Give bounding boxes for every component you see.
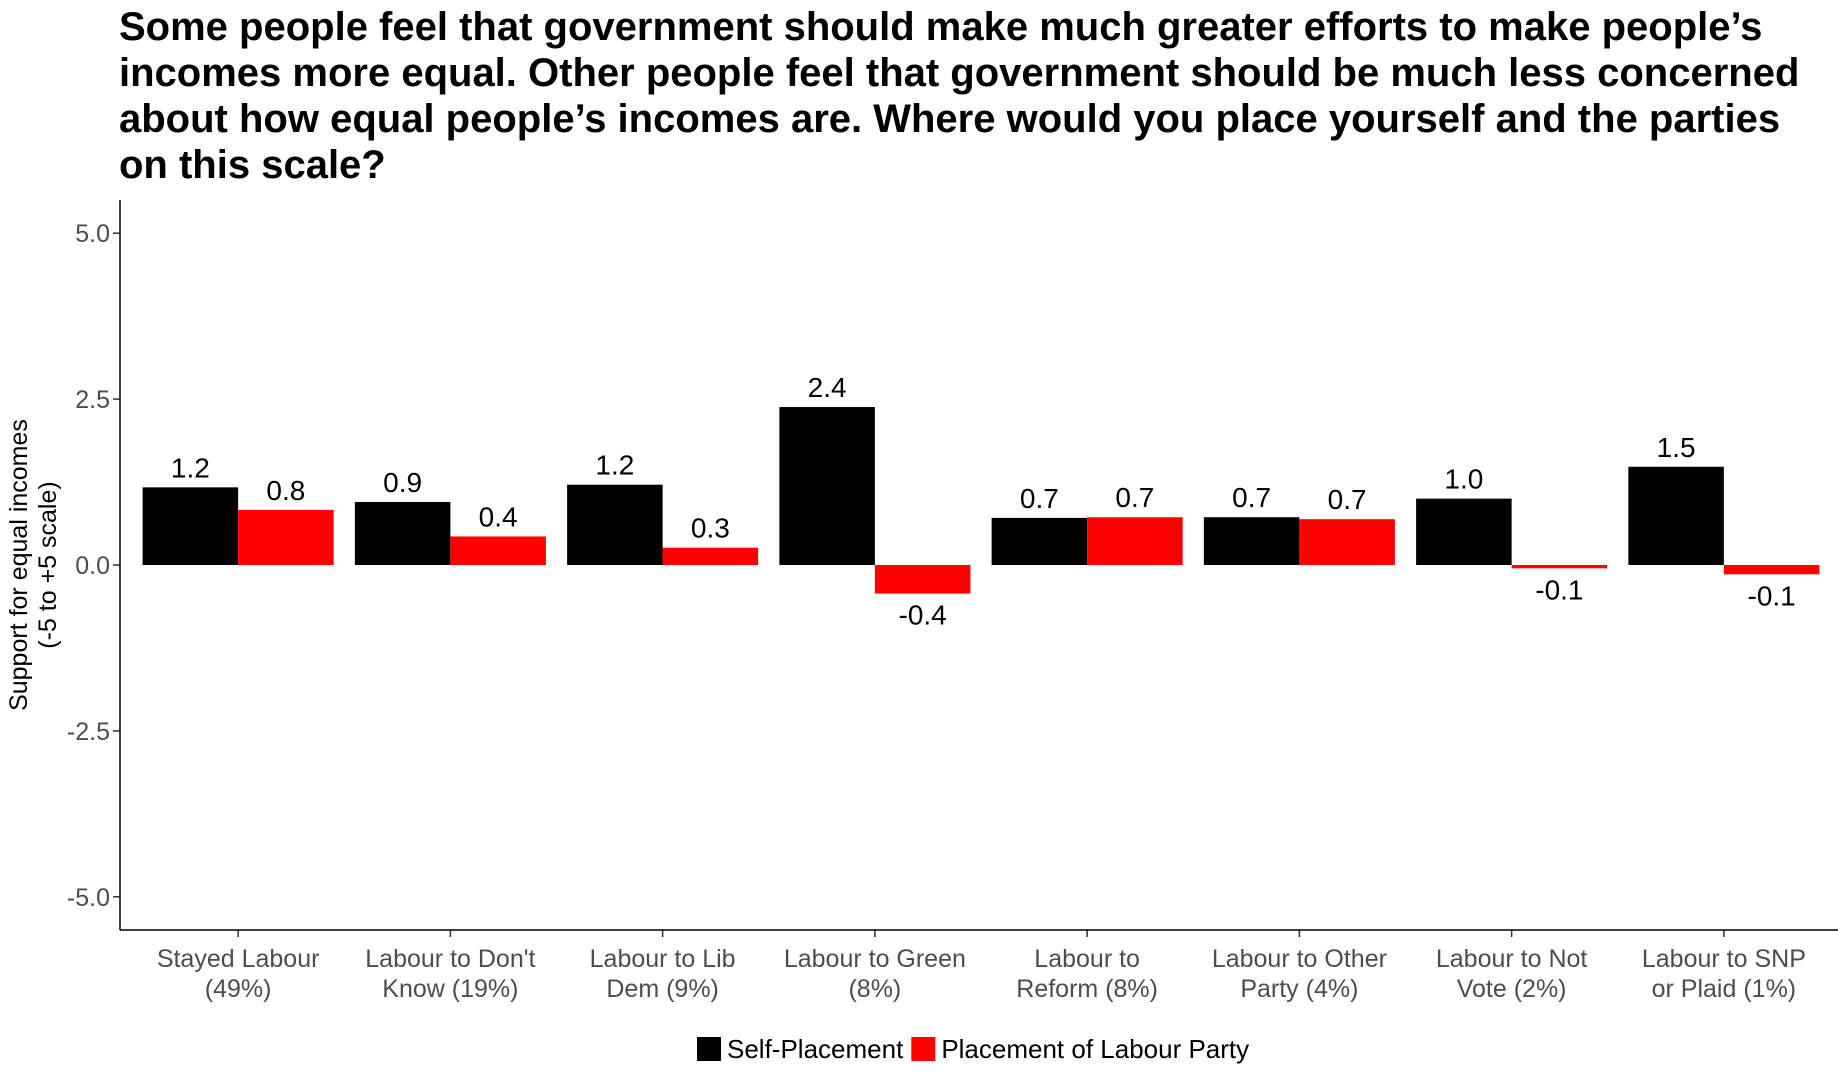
x-tick-label: Labour to Other bbox=[1212, 945, 1387, 973]
x-tick-label: Labour to Not bbox=[1436, 945, 1588, 973]
data-label: 1.2 bbox=[171, 452, 210, 483]
y-tick-label: 2.5 bbox=[75, 386, 110, 414]
bar-labour-placement bbox=[450, 536, 546, 565]
data-label: 1.0 bbox=[1444, 464, 1483, 495]
legend-swatch-self-placement bbox=[697, 1037, 721, 1061]
data-label: 0.7 bbox=[1115, 482, 1154, 513]
legend-swatch-labour-placement bbox=[911, 1037, 936, 1061]
y-tick-label: 0.0 bbox=[75, 552, 110, 580]
bar-self-placement bbox=[354, 501, 451, 565]
bar-self-placement bbox=[1416, 498, 1512, 565]
x-tick-label: (8%) bbox=[848, 975, 901, 1003]
data-label: 0.4 bbox=[479, 501, 518, 532]
x-tick-label: or Plaid (1%) bbox=[1652, 975, 1797, 1003]
data-label: 0.7 bbox=[1328, 484, 1367, 515]
bar-labour-placement bbox=[1723, 565, 1820, 575]
chart-title: Some people feel that government should … bbox=[119, 5, 1800, 187]
y-axis-ticks: 5.0 2.5 0.0 -2.5 -5.0 bbox=[67, 220, 120, 912]
bar-labour-placement bbox=[238, 509, 334, 565]
data-label: 1.5 bbox=[1657, 432, 1696, 463]
bar-labour-placement bbox=[1511, 565, 1608, 569]
x-tick-label: Labour to Lib bbox=[590, 945, 736, 973]
bar-labour-placement bbox=[874, 565, 971, 594]
x-tick-label: Labour to bbox=[1034, 945, 1140, 973]
bar-self-placement bbox=[779, 407, 875, 565]
data-label: -0.1 bbox=[1535, 574, 1583, 605]
data-label: -0.4 bbox=[899, 600, 947, 631]
bar-self-placement bbox=[142, 487, 239, 565]
x-tick-label: Party (4%) bbox=[1240, 975, 1358, 1003]
legend-label: Placement of Labour Party bbox=[941, 1034, 1249, 1064]
bar-self-placement bbox=[991, 517, 1088, 565]
x-tick-label: Stayed Labour bbox=[157, 945, 320, 973]
value-labels: 1.2 0.8 0.9 0.4 1.2 0.3 2.4 -0.4 0.7 0.7 0.7 0.7 1.0… bbox=[171, 372, 1796, 630]
data-label: 0.8 bbox=[266, 475, 305, 506]
y-tick-label: -5.0 bbox=[67, 884, 110, 912]
x-tick-label: Labour to Green bbox=[784, 945, 966, 973]
data-label: 2.4 bbox=[808, 372, 847, 403]
bar-labour-placement bbox=[1299, 519, 1395, 565]
x-tick-label: Labour to Don't bbox=[365, 945, 535, 973]
data-label: 0.7 bbox=[1020, 483, 1059, 514]
legend: Self-Placement Placement of Labour Party bbox=[697, 1034, 1249, 1064]
bar-self-placement bbox=[1203, 517, 1300, 565]
y-axis-title-line: Support for equal incomes bbox=[5, 419, 33, 711]
x-tick-label: Reform (8%) bbox=[1016, 975, 1158, 1003]
y-tick-label: -2.5 bbox=[67, 718, 110, 746]
bar-labour-placement bbox=[662, 547, 759, 565]
data-label: -0.1 bbox=[1748, 580, 1796, 611]
y-axis-title-line: (-5 to +5 scale) bbox=[34, 481, 62, 648]
data-label: 0.7 bbox=[1232, 482, 1271, 513]
x-tick-label: Know (19%) bbox=[382, 975, 518, 1003]
data-label: 0.9 bbox=[383, 467, 422, 498]
bar-self-placement bbox=[567, 484, 663, 565]
data-label: 1.2 bbox=[595, 450, 634, 481]
data-label: 0.3 bbox=[691, 513, 730, 544]
bar-labour-placement bbox=[1087, 517, 1183, 565]
x-tick-label: Labour to SNP bbox=[1642, 945, 1806, 973]
legend-label: Self-Placement bbox=[727, 1034, 904, 1064]
y-tick-label: 5.0 bbox=[75, 220, 110, 248]
bar-self-placement bbox=[1628, 466, 1724, 565]
x-tick-label: Vote (2%) bbox=[1457, 975, 1567, 1003]
y-axis-title: Support for equal incomes (-5 to +5 scale… bbox=[5, 419, 62, 711]
x-tick-label: (49%) bbox=[205, 975, 272, 1003]
bars bbox=[142, 407, 1820, 594]
x-tick-label: Dem (9%) bbox=[606, 975, 719, 1003]
